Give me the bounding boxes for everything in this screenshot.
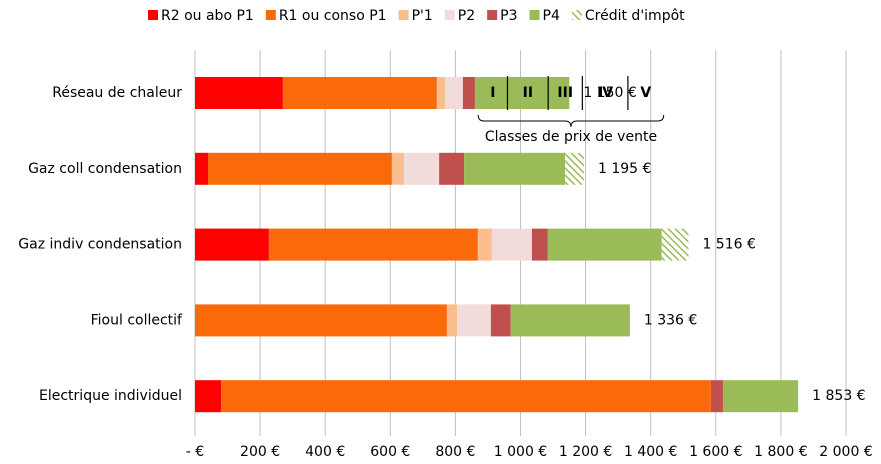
legend-swatch — [529, 10, 540, 20]
bar-segment — [477, 228, 492, 261]
legend-label: P2 — [458, 8, 475, 24]
legend-swatch — [398, 10, 409, 20]
total-label: 1 853 € — [812, 388, 865, 404]
total-label: 1 150 € — [583, 85, 636, 101]
x-tick-label: - € — [186, 444, 204, 460]
annotation: Classes de prix de vente — [485, 129, 657, 145]
bar-segment — [446, 304, 458, 337]
category-label: Gaz coll condensation — [28, 161, 182, 177]
legend-label: R1 ou conso P1 — [279, 8, 387, 24]
price-class-label: II — [523, 85, 533, 101]
legend-swatch — [487, 10, 498, 20]
legend-swatch — [265, 10, 276, 20]
bar-segment — [510, 304, 630, 337]
x-tick-label: 1 400 € — [624, 444, 677, 460]
price-class-label: I — [490, 85, 495, 101]
bar-segment — [661, 228, 689, 261]
bar-segment — [195, 228, 269, 261]
x-tick-label: 1 200 € — [559, 444, 612, 460]
x-tick-label: 400 € — [305, 444, 345, 460]
price-class-label: IV — [597, 85, 613, 101]
brace — [477, 114, 665, 128]
bar-segment — [710, 380, 723, 413]
legend-swatch — [148, 10, 158, 20]
legend-label: P3 — [500, 8, 517, 24]
bar-segment — [195, 304, 447, 337]
bar-segment — [439, 152, 465, 185]
x-tick-label: 1 000 € — [494, 444, 547, 460]
bar-segment — [221, 380, 711, 413]
legend-swatch — [444, 10, 455, 20]
total-label: 1 516 € — [702, 237, 755, 253]
legend-swatch — [571, 10, 582, 20]
price-class-label: V — [640, 85, 651, 101]
category-label: Réseau de chaleur — [52, 85, 182, 101]
bar-segment — [531, 228, 548, 261]
bar-segment — [457, 304, 491, 337]
bar-segment — [547, 228, 662, 261]
category-label: Fioul collectif — [91, 312, 183, 328]
x-tick-label: 1 600 € — [689, 444, 742, 460]
bar-segment — [282, 77, 437, 109]
bar-segment — [722, 380, 799, 413]
bar-segment — [490, 304, 511, 337]
bar-segment — [195, 152, 209, 185]
bar-segment — [444, 77, 463, 109]
bar-segment — [565, 152, 584, 185]
x-tick-label: 2 000 € — [819, 444, 872, 460]
bar-segment — [436, 77, 445, 109]
x-tick-label: 1 800 € — [754, 444, 807, 460]
total-label: 1 195 € — [598, 161, 651, 177]
x-tick-label: 600 € — [370, 444, 410, 460]
legend-label: P'1 — [412, 8, 433, 24]
bar-segment — [195, 77, 283, 109]
total-label: 1 336 € — [644, 312, 697, 328]
price-class-label: III — [557, 85, 573, 101]
bar-segment — [391, 152, 404, 185]
bar-segment — [491, 228, 532, 261]
bar-segment — [268, 228, 478, 261]
bar-segment — [462, 77, 475, 109]
x-tick-label: 800 € — [435, 444, 475, 460]
legend-label: Crédit d'impôt — [585, 8, 685, 24]
bar-segment — [464, 152, 566, 185]
bar-segment — [403, 152, 440, 185]
legend-label: R2 ou abo P1 — [161, 8, 254, 24]
legend-label: P4 — [543, 8, 560, 24]
x-tick-label: 200 € — [240, 444, 280, 460]
bar-segment — [195, 380, 222, 413]
bar-segment — [208, 152, 392, 185]
bar-segment — [474, 77, 570, 109]
category-label: Gaz indiv condensation — [18, 237, 182, 253]
category-label: Electrique individuel — [39, 388, 182, 404]
